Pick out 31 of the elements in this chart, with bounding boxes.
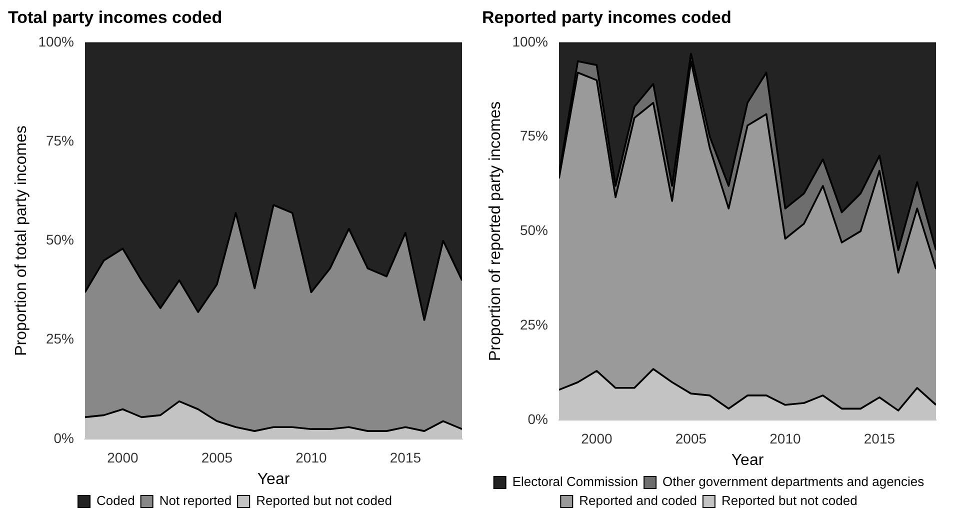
y-axis-title: Proportion of total party incomes <box>13 126 30 356</box>
y-tick-label: 25% <box>520 316 548 332</box>
legend-label: Not reported <box>159 493 232 508</box>
legend-label: Reported and coded <box>579 493 697 508</box>
chart-title: Total party incomes coded <box>8 8 222 27</box>
legend-label: Coded <box>96 493 135 508</box>
x-axis-title: Year <box>257 470 290 488</box>
x-tick-label: 2010 <box>296 449 327 466</box>
legend-label: Reported but not coded <box>721 493 858 508</box>
y-tick-label: 0% <box>528 410 548 427</box>
x-tick-label: 2005 <box>675 430 707 446</box>
y-tick-label: 75% <box>46 132 74 148</box>
y-tick-label: 100% <box>512 33 548 50</box>
legend-label: Electoral Commission <box>512 474 638 490</box>
chart-title: Reported party incomes coded <box>482 8 732 27</box>
y-tick-label: 75% <box>520 128 548 144</box>
y-tick-label: 50% <box>46 232 74 248</box>
y-axis-title: Proportion of reported party incomes <box>487 101 504 362</box>
x-axis-title: Year <box>731 452 764 469</box>
y-tick-label: 25% <box>46 330 74 347</box>
legend-label: Other government departments and agencies <box>662 474 925 490</box>
y-tick-label: 50% <box>520 222 548 238</box>
x-tick-label: 2005 <box>201 449 233 466</box>
legend-label: Reported but not coded <box>256 493 392 508</box>
x-tick-label: 2010 <box>770 430 801 446</box>
x-tick-label: 2000 <box>107 449 138 466</box>
x-tick-label: 2000 <box>581 430 612 446</box>
x-tick-label: 2015 <box>390 449 422 466</box>
y-tick-label: 0% <box>54 430 74 446</box>
x-tick-label: 2015 <box>864 430 896 446</box>
y-tick-label: 100% <box>38 33 74 50</box>
